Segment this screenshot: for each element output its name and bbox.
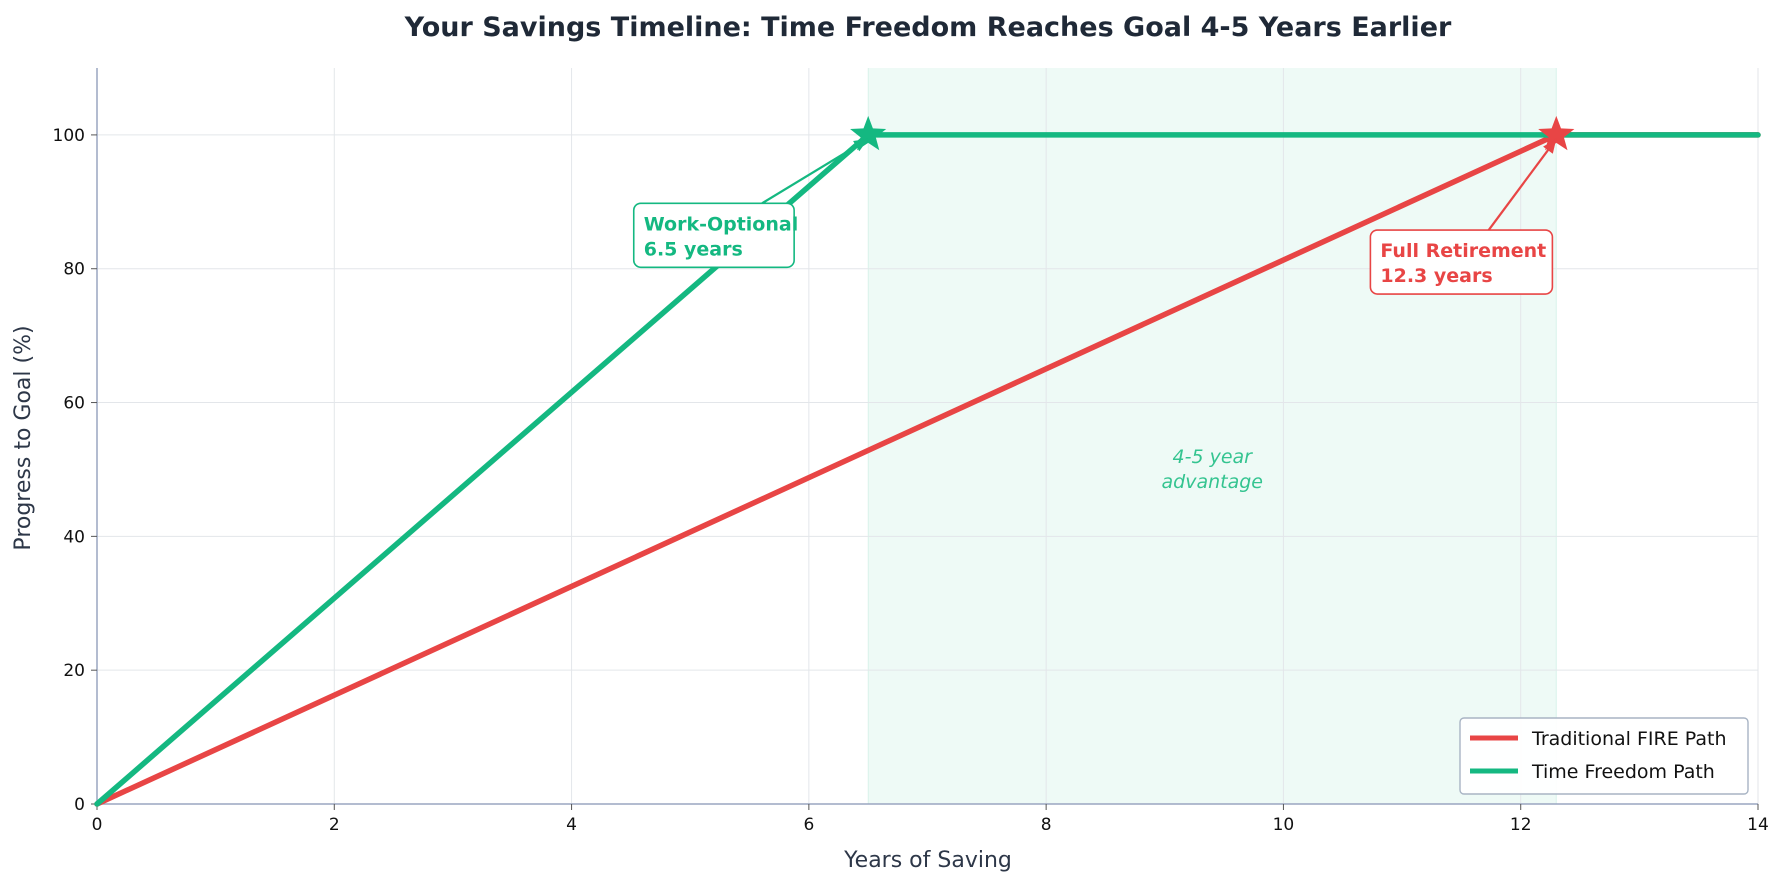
- x-tick-label: 10: [1273, 815, 1295, 835]
- advantage-note-text: 4-5 year: [1173, 446, 1254, 468]
- y-tick-label: 0: [74, 795, 85, 815]
- x-tick-label: 8: [1041, 815, 1052, 835]
- full-retirement-annotation: Full Retirement 12.3 years: [1369, 138, 1558, 295]
- x-axis-label: Years of Saving: [843, 848, 1012, 873]
- work-optional-star-marker: [850, 115, 887, 151]
- legend-entry-label: Time Freedom Path: [1531, 761, 1715, 783]
- y-tick-label: 60: [63, 394, 85, 414]
- x-tick-label: 2: [329, 815, 340, 835]
- annotation-label: 12.3 years: [1380, 265, 1492, 287]
- annotation-box: [1369, 229, 1554, 295]
- annotation-arrowhead: [853, 138, 869, 152]
- chart-legend: Traditional FIRE Path Time Freedom Path: [1459, 717, 1749, 795]
- annotation-box: [632, 202, 795, 269]
- y-tick-label: 20: [63, 661, 85, 681]
- advantage-shaded-region: [868, 68, 1557, 804]
- x-tick-label: 0: [92, 815, 103, 835]
- full-retirement-star-marker: [1538, 115, 1575, 151]
- x-tick-label: 12: [1510, 815, 1532, 835]
- annotation-arrow-line: [1487, 138, 1558, 231]
- y-axis-label: Progress to Goal (%): [11, 325, 36, 550]
- annotation-label: Work-Optional: [644, 213, 799, 235]
- legend-box: [1459, 717, 1749, 795]
- advantage-note-text: advantage: [1162, 471, 1263, 493]
- x-tick-label: 4: [566, 815, 577, 835]
- annotation-label: Full Retirement: [1380, 240, 1546, 262]
- chart-title: Your Savings Timeline: Time Freedom Reac…: [404, 12, 1452, 43]
- annotation-arrow-line: [761, 137, 869, 205]
- x-tick-label: 6: [803, 815, 814, 835]
- annotation-arrowhead: [1543, 138, 1557, 154]
- legend-entry-label: Traditional FIRE Path: [1531, 728, 1726, 750]
- y-tick-label: 80: [63, 260, 85, 280]
- x-tick-label: 14: [1747, 815, 1769, 835]
- y-tick-label: 100: [53, 126, 85, 146]
- y-tick-label: 40: [63, 527, 85, 547]
- work-optional-annotation: Work-Optional 6.5 years: [632, 137, 869, 269]
- annotation-label: 6.5 years: [644, 238, 743, 260]
